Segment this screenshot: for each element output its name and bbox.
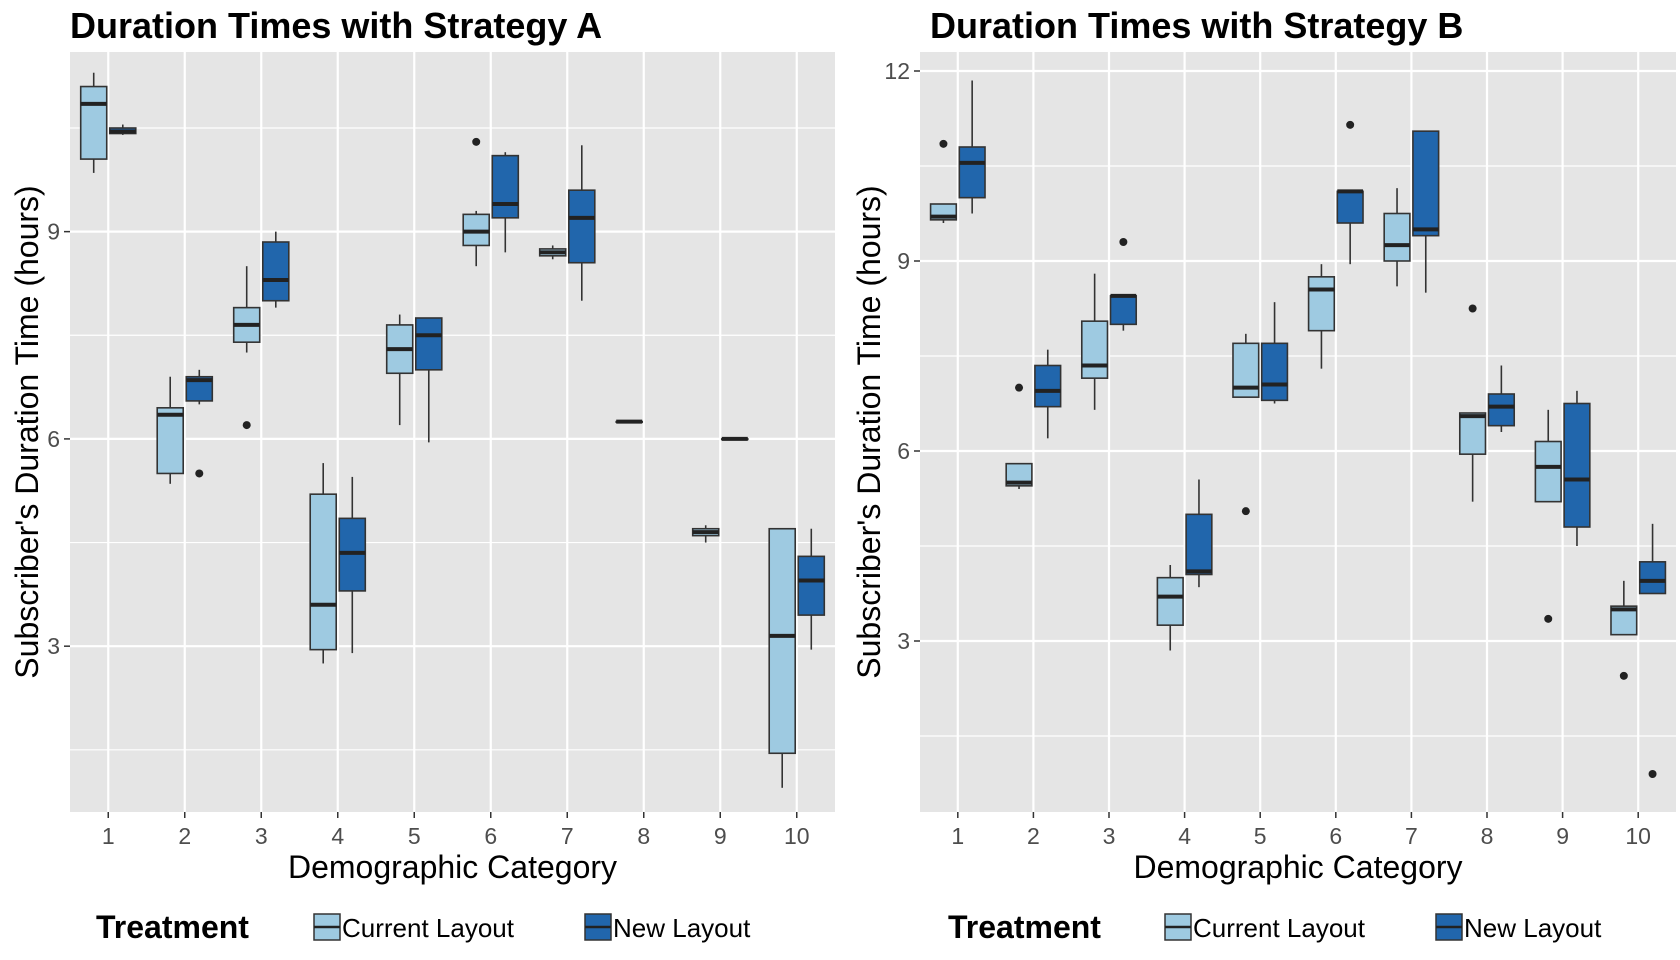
box-iqr xyxy=(1337,191,1363,223)
box-iqr xyxy=(1082,321,1108,378)
outlier-point xyxy=(195,469,203,477)
box-iqr xyxy=(1111,296,1137,325)
box-iqr xyxy=(569,190,595,263)
y-tick-label: 9 xyxy=(897,248,910,274)
legend-right: Treatment Current Layout New Layout xyxy=(948,909,1602,945)
box-iqr xyxy=(310,494,336,649)
legend-label-new-layout: New Layout xyxy=(613,913,751,943)
x-tick-label: 9 xyxy=(1556,823,1569,849)
x-tick-label: 3 xyxy=(255,823,268,849)
x-tick-label: 7 xyxy=(561,823,574,849)
y-tick-label: 3 xyxy=(897,628,910,654)
x-tick-label: 2 xyxy=(178,823,191,849)
box-new-layout-cat-9 xyxy=(722,439,748,440)
box-iqr xyxy=(1157,578,1183,626)
box-current-layout-cat-8 xyxy=(616,422,642,423)
chart-canvas: Duration Times with Strategy A3691 2 3 4 5 6 7… xyxy=(0,0,1680,960)
box-iqr xyxy=(1564,404,1590,528)
box-iqr xyxy=(1413,131,1439,236)
y-axis-label: Subscriber's Duration Time (hours) xyxy=(9,185,45,678)
box-iqr xyxy=(1489,394,1515,426)
x-tick-label: 8 xyxy=(1481,823,1494,849)
box-iqr xyxy=(1309,277,1335,331)
y-tick-label: 6 xyxy=(897,438,910,464)
box-iqr xyxy=(769,529,795,754)
outlier-point xyxy=(1544,615,1552,623)
x-tick-label: 5 xyxy=(408,823,421,849)
box-current-layout-cat-10 xyxy=(769,529,795,788)
x-tick-label: 1 xyxy=(102,823,115,849)
box-iqr xyxy=(157,408,183,474)
y-tick-label: 6 xyxy=(47,426,60,452)
x-tick-label: 5 xyxy=(1254,823,1267,849)
chart-title: Duration Times with Strategy A xyxy=(70,5,602,46)
outlier-point xyxy=(1242,507,1250,515)
x-tick-label: 4 xyxy=(331,823,344,849)
box-new-layout-cat-9 xyxy=(1564,391,1590,546)
x-tick-label: 1 xyxy=(951,823,964,849)
legend-label-current-layout: Current Layout xyxy=(1193,913,1366,943)
box-current-layout-cat-1 xyxy=(81,73,107,173)
box-iqr xyxy=(1035,366,1061,407)
legend-item-current-layout: Current Layout xyxy=(1165,913,1366,943)
legend-item-new-layout: New Layout xyxy=(585,913,751,943)
y-axis-label: Subscriber's Duration Time (hours) xyxy=(851,185,887,678)
box-iqr xyxy=(798,556,824,615)
outlier-point xyxy=(472,138,480,146)
box-iqr xyxy=(1460,413,1486,454)
box-iqr xyxy=(959,147,985,198)
x-tick-label: 10 xyxy=(1625,823,1651,849)
box-iqr xyxy=(492,156,518,218)
box-new-layout-cat-3 xyxy=(263,232,289,308)
outlier-point xyxy=(1346,121,1354,129)
box-iqr xyxy=(81,87,107,160)
outlier-point xyxy=(939,140,947,148)
box-iqr xyxy=(263,242,289,301)
x-tick-label: 6 xyxy=(1329,823,1342,849)
x-tick-label: 4 xyxy=(1178,823,1191,849)
legend-left: Treatment Current Layout New Layout xyxy=(96,909,751,945)
legend-label-current-layout: Current Layout xyxy=(342,913,515,943)
outlier-point xyxy=(1649,770,1657,778)
box-iqr xyxy=(1384,214,1410,262)
x-axis-label: Demographic Category xyxy=(288,849,617,885)
legend-title: Treatment xyxy=(96,909,249,945)
outlier-point xyxy=(1119,238,1127,246)
outlier-point xyxy=(1015,384,1023,392)
x-tick-label: 3 xyxy=(1103,823,1116,849)
x-axis-label: Demographic Category xyxy=(1133,849,1462,885)
box-iqr xyxy=(1640,562,1666,594)
outlier-point xyxy=(1620,672,1628,680)
legend-label-new-layout: New Layout xyxy=(1464,913,1602,943)
figure: Duration Times with Strategy A3691234567… xyxy=(0,0,1680,960)
x-tick-label: 2 xyxy=(1027,823,1040,849)
legend-title: Treatment xyxy=(948,909,1101,945)
y-tick-label: 12 xyxy=(884,58,910,84)
box-iqr xyxy=(1262,343,1288,400)
box-iqr xyxy=(1186,514,1212,574)
y-tick-label: 9 xyxy=(47,219,60,245)
x-tick-label: 6 xyxy=(484,823,497,849)
box-iqr xyxy=(416,318,442,370)
x-tick-label: 10 xyxy=(784,823,810,849)
x-tick-label: 7 xyxy=(1405,823,1418,849)
x-tick-label: 8 xyxy=(637,823,650,849)
x-tick-label: 9 xyxy=(714,823,727,849)
legend-item-new-layout: New Layout xyxy=(1436,913,1602,943)
y-tick-label: 3 xyxy=(47,633,60,659)
legend-item-current-layout: Current Layout xyxy=(314,913,515,943)
outlier-point xyxy=(243,421,251,429)
outlier-point xyxy=(1469,305,1477,313)
box-iqr xyxy=(1535,442,1561,502)
chart-title: Duration Times with Strategy B xyxy=(930,5,1463,46)
